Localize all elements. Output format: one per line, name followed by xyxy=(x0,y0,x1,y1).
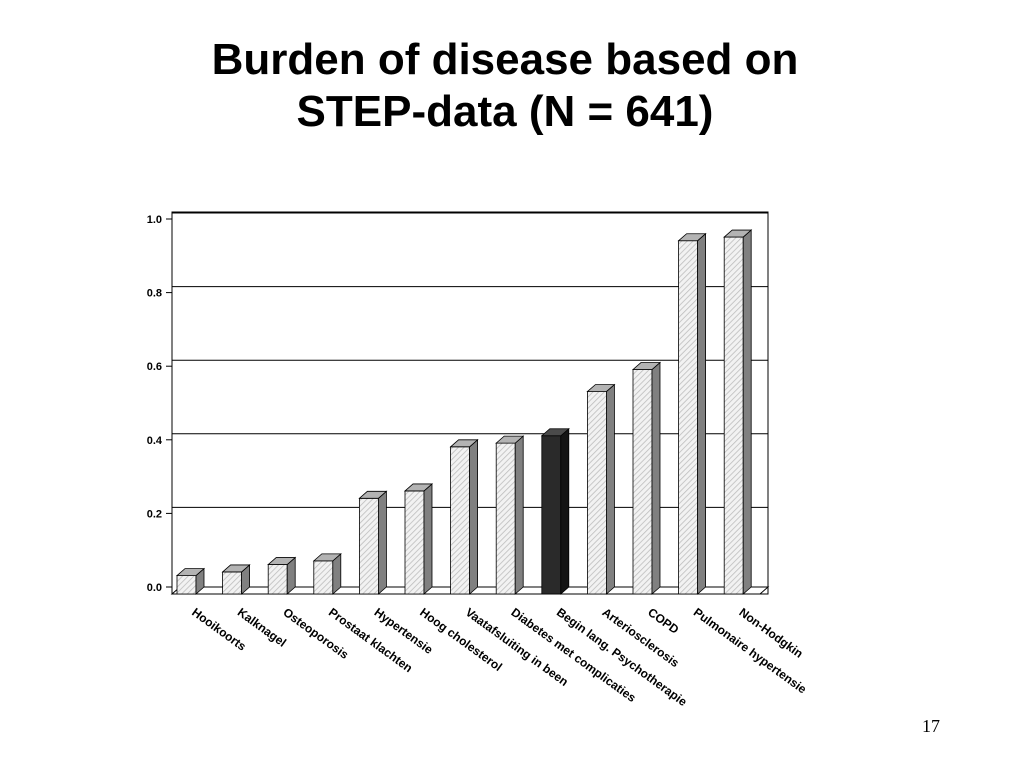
bar-side xyxy=(423,483,433,595)
y-tick-label: 0.4 xyxy=(147,435,163,447)
bar xyxy=(404,490,425,595)
bar-top xyxy=(175,568,206,576)
y-tick-label: 0.2 xyxy=(147,508,162,520)
bar-side xyxy=(514,435,524,595)
bar-group xyxy=(358,490,388,595)
bar-group xyxy=(677,232,707,595)
bar xyxy=(222,571,243,595)
bar-top xyxy=(221,564,251,573)
bar-top xyxy=(631,362,662,370)
bar-top xyxy=(312,553,342,562)
title-line-2: STEP-data (N = 641) xyxy=(296,87,714,136)
bar-side xyxy=(560,427,570,595)
bar xyxy=(495,442,516,595)
bar xyxy=(541,435,562,595)
bar xyxy=(632,369,653,595)
y-tick-label: 1.0 xyxy=(147,214,162,226)
bar xyxy=(450,446,471,595)
bar-group xyxy=(267,556,297,595)
bar-group xyxy=(495,435,525,595)
x-tick-label: COPD xyxy=(645,605,682,637)
slide-title: Burden of disease based on STEP-data (N … xyxy=(0,34,1010,138)
y-tick-label: 0.6 xyxy=(147,361,162,373)
bar xyxy=(267,564,288,595)
bar-top xyxy=(540,428,570,437)
bar-top xyxy=(267,557,297,565)
bar-top xyxy=(723,229,753,238)
bar-group xyxy=(449,438,479,595)
bar-top xyxy=(449,439,479,448)
x-tick-label: Arteriosclerosis xyxy=(600,605,682,670)
bar-group xyxy=(631,361,662,595)
bar-group xyxy=(586,383,616,595)
bar-side xyxy=(469,438,479,595)
x-tick-label: Prostaat klachten xyxy=(326,605,415,675)
y-tick-label: 0.8 xyxy=(147,288,162,300)
y-tick-label: 0.0 xyxy=(147,582,162,594)
bar xyxy=(723,236,744,595)
bar-group xyxy=(175,567,206,595)
bar-top xyxy=(403,483,434,492)
bar-side xyxy=(606,383,615,595)
bar xyxy=(678,240,698,595)
bar-side xyxy=(697,232,706,595)
bar xyxy=(587,391,607,595)
bar-side xyxy=(651,361,661,595)
bar xyxy=(313,560,334,595)
bar-top xyxy=(586,384,616,393)
bar xyxy=(358,497,379,595)
bar-side xyxy=(377,490,387,595)
bar-top xyxy=(495,435,525,444)
bar-top xyxy=(677,233,707,242)
bar-group xyxy=(403,483,434,595)
bar-side xyxy=(742,229,752,595)
bar xyxy=(176,575,197,595)
bar-top xyxy=(358,490,388,499)
x-tick-label: Hoog cholesterol xyxy=(417,605,505,674)
bar-group xyxy=(221,564,251,595)
bar-group xyxy=(540,427,570,595)
bar-group xyxy=(723,229,753,595)
bar-group xyxy=(312,552,342,595)
page-number: 17 xyxy=(922,716,940,736)
title-line-1: Burden of disease based on xyxy=(211,35,799,84)
